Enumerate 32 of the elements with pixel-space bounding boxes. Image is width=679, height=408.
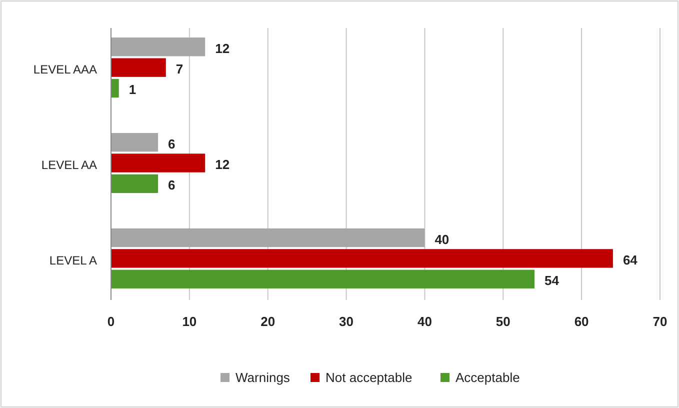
data-label: 6: [168, 136, 176, 152]
x-tick-label: 10: [182, 314, 197, 329]
bar: [111, 38, 206, 56]
bar: [111, 228, 425, 248]
bar: [111, 132, 158, 152]
data-label: 40: [434, 232, 450, 247]
y-tick-label: LEVEL AAA: [33, 62, 97, 77]
x-tick-label: 40: [417, 314, 432, 329]
x-tick-label: 70: [652, 314, 668, 329]
data-label: 54: [544, 273, 560, 288]
bar: [111, 174, 158, 194]
bar: [111, 154, 206, 172]
x-tick-label: 30: [339, 314, 354, 329]
data-label: 12: [215, 157, 230, 172]
legend-label: Acceptable: [456, 370, 520, 385]
data-label: 6: [168, 178, 176, 193]
bar: [111, 78, 119, 98]
data-label: 64: [622, 252, 638, 268]
x-tick-label: 50: [496, 314, 510, 329]
data-label: 1: [128, 82, 136, 98]
x-tick-label: 0: [107, 314, 115, 329]
data-label: 12: [215, 40, 230, 56]
y-tick-label: LEVEL AA: [41, 158, 97, 172]
bar: [111, 249, 613, 268]
x-tick-label: 60: [574, 314, 589, 329]
bar: [111, 58, 166, 77]
x-tick-label: 20: [260, 314, 276, 329]
y-tick-label: LEVEL A: [49, 253, 97, 268]
legend-label: Warnings: [236, 370, 290, 385]
data-label: 7: [176, 62, 184, 77]
legend-label: Not acceptable: [326, 370, 412, 385]
bar: [111, 270, 535, 288]
